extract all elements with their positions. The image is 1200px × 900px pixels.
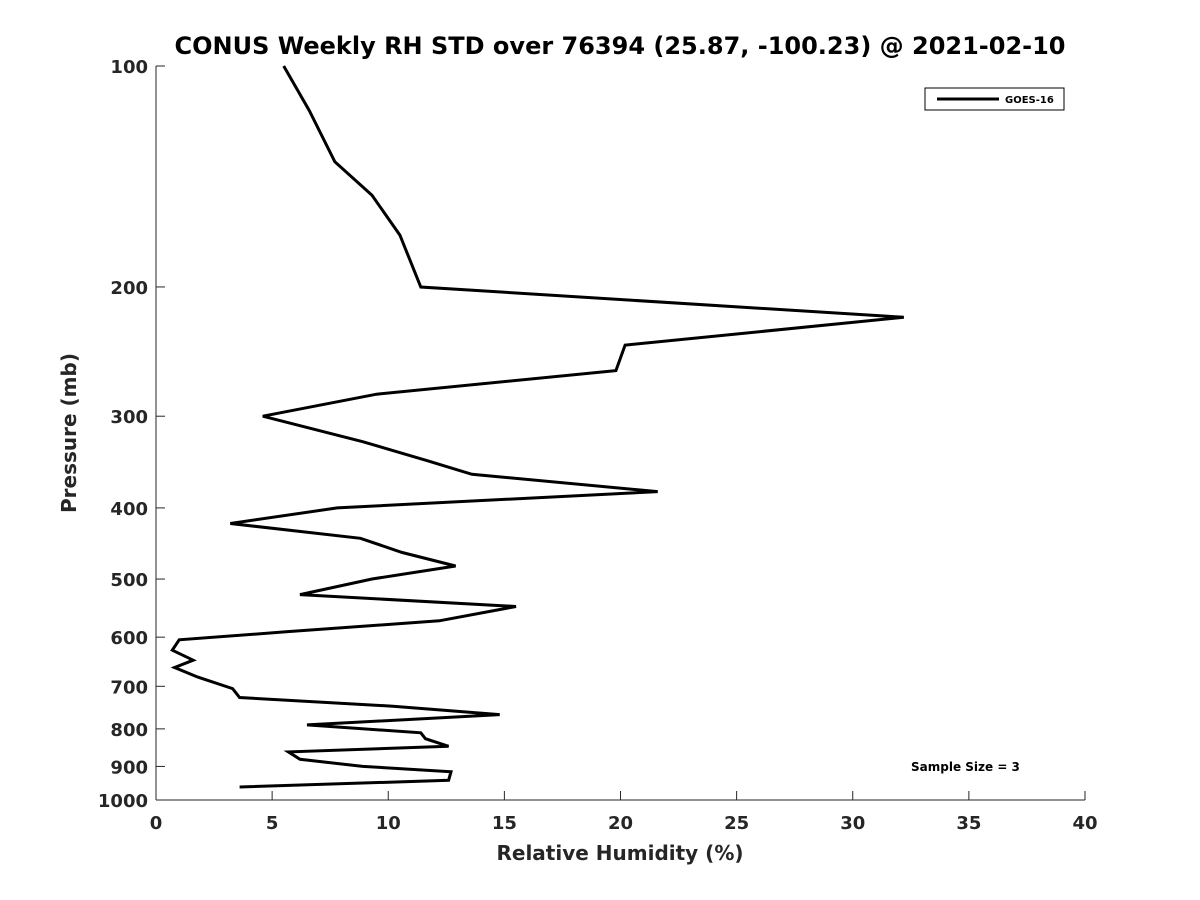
x-axis: 0 5 10 15 20 25 30 35 40: [150, 791, 1098, 834]
legend: GOES-16: [924, 87, 1065, 111]
x-tick-label: 40: [1072, 813, 1097, 834]
x-tick-label: 20: [608, 813, 633, 834]
y-tick-label: 1000: [98, 791, 148, 812]
y-tick-label: 200: [110, 278, 148, 299]
x-tick-label: 5: [266, 813, 279, 834]
legend-label-goes-16: GOES-16: [1005, 95, 1054, 106]
x-tick-label: 15: [492, 813, 517, 834]
sample-size-annotation: Sample Size = 3: [911, 760, 1020, 774]
y-tick-label: 400: [110, 499, 148, 520]
x-tick-label: 25: [724, 813, 749, 834]
y-tick-label: 100: [110, 57, 148, 78]
y-tick-label: 600: [110, 628, 148, 649]
y-tick-label: 300: [110, 407, 148, 428]
x-axis-label: Relative Humidity (%): [496, 841, 743, 865]
y-tick-label: 900: [110, 757, 148, 778]
series-line-goes-16: [170, 65, 904, 789]
x-tick-label: 35: [956, 813, 981, 834]
y-axis: 100 200 300 400 500 600 700 800 900 1000: [98, 57, 165, 812]
plot-area: [170, 65, 904, 789]
y-tick-label: 500: [110, 570, 148, 591]
chart-title: CONUS Weekly RH STD over 76394 (25.87, -…: [174, 32, 1065, 60]
x-tick-label: 10: [376, 813, 401, 834]
y-tick-label: 800: [110, 720, 148, 741]
y-axis-label: Pressure (mb): [57, 353, 81, 513]
x-tick-label: 0: [150, 813, 163, 834]
y-tick-label: 700: [110, 677, 148, 698]
x-tick-label: 30: [840, 813, 865, 834]
